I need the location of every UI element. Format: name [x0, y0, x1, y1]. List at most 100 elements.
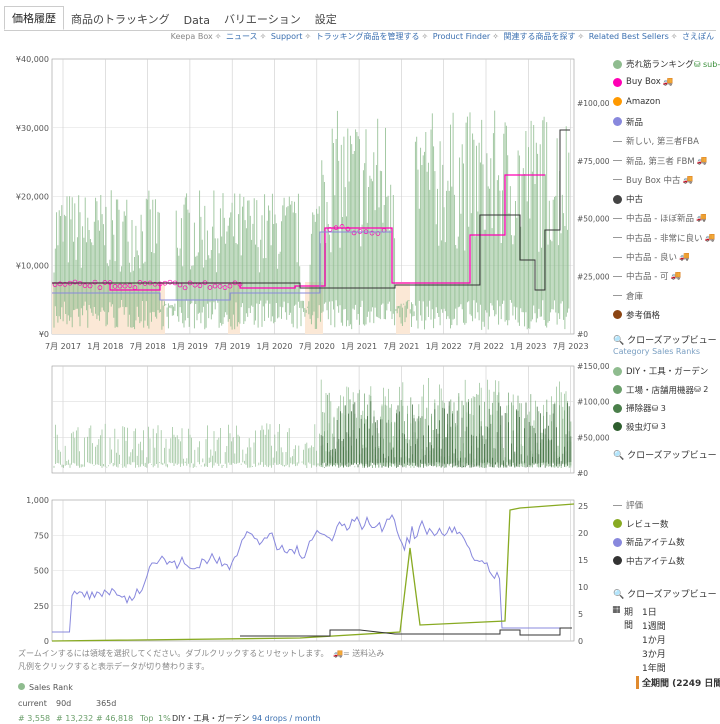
period-1m[interactable]: 1か月	[642, 633, 666, 646]
shipping-cart-icon: 🚚	[663, 77, 674, 87]
legend-item[interactable]: 倉庫	[613, 290, 643, 302]
y-tick-label: ¥0	[39, 330, 49, 339]
period-all[interactable]: 全期間 (2249 日間)	[636, 676, 720, 689]
closeup-toggle-1[interactable]: 🔍 クローズアップビュー ◐	[613, 333, 720, 346]
legend-item[interactable]: 評価	[613, 499, 643, 511]
x-tick-label: 1月 2022	[426, 342, 462, 351]
shipping-cart-icon: 🚚	[697, 156, 708, 166]
y2-tick-label: #25,000	[577, 272, 610, 281]
y-tick-label: 750	[34, 531, 49, 540]
legend-dash-icon	[613, 218, 622, 219]
legend-label: DIY・工具・ガーデン	[626, 365, 708, 377]
legend-dot-icon	[613, 404, 622, 413]
tab-bar: 価格履歴 商品のトラッキング Data バリエーション 設定	[4, 8, 344, 30]
legend-dot-icon	[613, 519, 622, 528]
y2-tick-label: #0	[577, 330, 588, 339]
legend-item[interactable]: 中古品 - ほぼ新品🚚	[613, 212, 707, 224]
tab-settings[interactable]: 設定	[308, 8, 344, 30]
legend-label: レビュー数	[626, 518, 669, 530]
legend-item[interactable]: 参考価格	[613, 309, 660, 321]
period-1d[interactable]: 1日	[642, 605, 657, 618]
legend-item[interactable]: DIY・工具・ガーデン	[613, 365, 708, 377]
y-tick-label: 0	[44, 637, 49, 645]
y2-tick-label: #75,000	[577, 157, 610, 166]
x-tick-label: 1月 2023	[510, 342, 546, 351]
legend-item[interactable]: 中古	[613, 193, 643, 205]
legend-dash-icon	[613, 141, 622, 142]
legend-item[interactable]: 中古アイテム数	[613, 555, 685, 567]
period-1w[interactable]: 1週間	[642, 619, 666, 632]
legend-item[interactable]: 新品, 第三者 FBM🚚	[613, 155, 707, 167]
x-tick-label: 1月 2020	[257, 342, 293, 351]
tab-variations[interactable]: バリエーション	[217, 8, 308, 30]
legend-label: 工場・店舗用機器	[626, 384, 694, 396]
legend-item[interactable]: 売れ筋ランキング ⛁ sub-ran	[613, 58, 720, 70]
legend-dot-icon	[613, 117, 622, 126]
link-news[interactable]: ニュース	[226, 32, 258, 41]
legend-item[interactable]: 工場・店舗用機器 ⛁ 2	[613, 384, 708, 396]
period-3m[interactable]: 3か月	[642, 647, 666, 660]
price-chart[interactable]: ¥40,000¥30,000¥20,000¥10,000¥0 #100,000#…	[0, 55, 610, 355]
magnifier-icon: 🔍	[613, 451, 624, 461]
legend-item[interactable]: 掃除器 ⛁ 3	[613, 402, 666, 414]
legend-item[interactable]: 新しい, 第三者FBA	[613, 135, 699, 147]
tab-tracking[interactable]: 商品のトラッキング	[64, 8, 177, 30]
link-related-products[interactable]: 関連する商品を探す	[503, 32, 575, 41]
legend-item[interactable]: 新品アイテム数	[613, 536, 685, 548]
legend-item[interactable]: Buy Box🚚	[613, 77, 673, 87]
legend-label: 殺虫灯	[626, 421, 652, 433]
legend-label: 中古品 - 非常に良い	[626, 232, 702, 244]
link-keepa-box[interactable]: Keepa Box	[171, 32, 213, 41]
legend-dot-icon	[613, 310, 622, 319]
y-tick-label: 500	[34, 567, 49, 576]
sales-rank-heading: Sales Rank	[18, 683, 73, 692]
x-tick-label: 7月 2020	[299, 342, 335, 351]
period-label: 期間	[624, 605, 633, 631]
y2-tick-label: 0	[578, 637, 583, 645]
legend-label: 中古アイテム数	[626, 555, 685, 567]
shipping-cart-icon: 🚚	[679, 252, 690, 262]
x-tick-label: 1月 2018	[87, 342, 123, 351]
legend-item[interactable]: 中古品 - 非常に良い🚚	[613, 232, 715, 244]
y-tick-label: ¥40,000	[16, 55, 49, 64]
y-tick-label: 250	[34, 602, 49, 611]
category-rank-chart[interactable]: #150,000#100,000#50,000#0	[0, 362, 610, 477]
legend-dash-icon	[613, 505, 622, 506]
legend-item[interactable]: 新品	[613, 116, 643, 128]
x-tick-label: 7月 2019	[214, 342, 250, 351]
closeup-toggle-2[interactable]: 🔍 クローズアップビュー ◐	[613, 448, 720, 461]
magnifier-icon: 🔍	[613, 336, 624, 346]
legend-help: 凡例をクリックすると表示データが切り替わります。	[18, 661, 209, 672]
legend-dash-icon	[613, 160, 622, 161]
legend-item[interactable]: 中古品 - 可🚚	[613, 270, 681, 282]
legend-dot-icon	[613, 367, 622, 376]
legend-label: 新品	[626, 116, 643, 128]
legend-item[interactable]: Buy Box 中古🚚	[613, 174, 693, 186]
legend-label: Amazon	[626, 97, 660, 107]
tab-price-history[interactable]: 価格履歴	[4, 6, 64, 30]
closeup-toggle-3[interactable]: 🔍 クローズアップビュー ◐	[613, 587, 720, 600]
legend-dash-icon	[613, 179, 622, 180]
legend-item[interactable]: レビュー数	[613, 518, 669, 530]
tab-data[interactable]: Data	[177, 11, 217, 30]
shipping-cart-icon: 🚚	[670, 271, 681, 281]
legend-dash-icon	[613, 276, 622, 277]
legend-item[interactable]: Amazon	[613, 97, 660, 107]
link-manage-tracking[interactable]: トラッキング商品を管理する	[316, 32, 420, 41]
legend-label: 新しい, 第三者FBA	[626, 135, 699, 147]
legend-dot-icon	[613, 538, 622, 547]
y2-tick-label: 25	[578, 502, 588, 511]
y2-tick-label: 15	[578, 556, 588, 565]
link-support[interactable]: Support	[271, 32, 303, 41]
link-product-finder[interactable]: Product Finder	[433, 32, 491, 41]
legend-item[interactable]: 中古品 - 良い🚚	[613, 251, 690, 263]
link-user[interactable]: さえぽん	[682, 32, 714, 41]
legend-item[interactable]: 殺虫灯 ⛁ 3	[613, 421, 666, 433]
link-related-best-sellers[interactable]: Related Best Sellers	[589, 32, 669, 41]
legend-dot-icon	[613, 556, 622, 565]
zoom-help: ズームインするには領域を選択してください。ダブルクリックするとリセットします。 …	[18, 648, 384, 659]
period-1y[interactable]: 1年間	[642, 661, 666, 674]
category-sales-ranks-label: Category Sales Ranks	[613, 347, 700, 356]
